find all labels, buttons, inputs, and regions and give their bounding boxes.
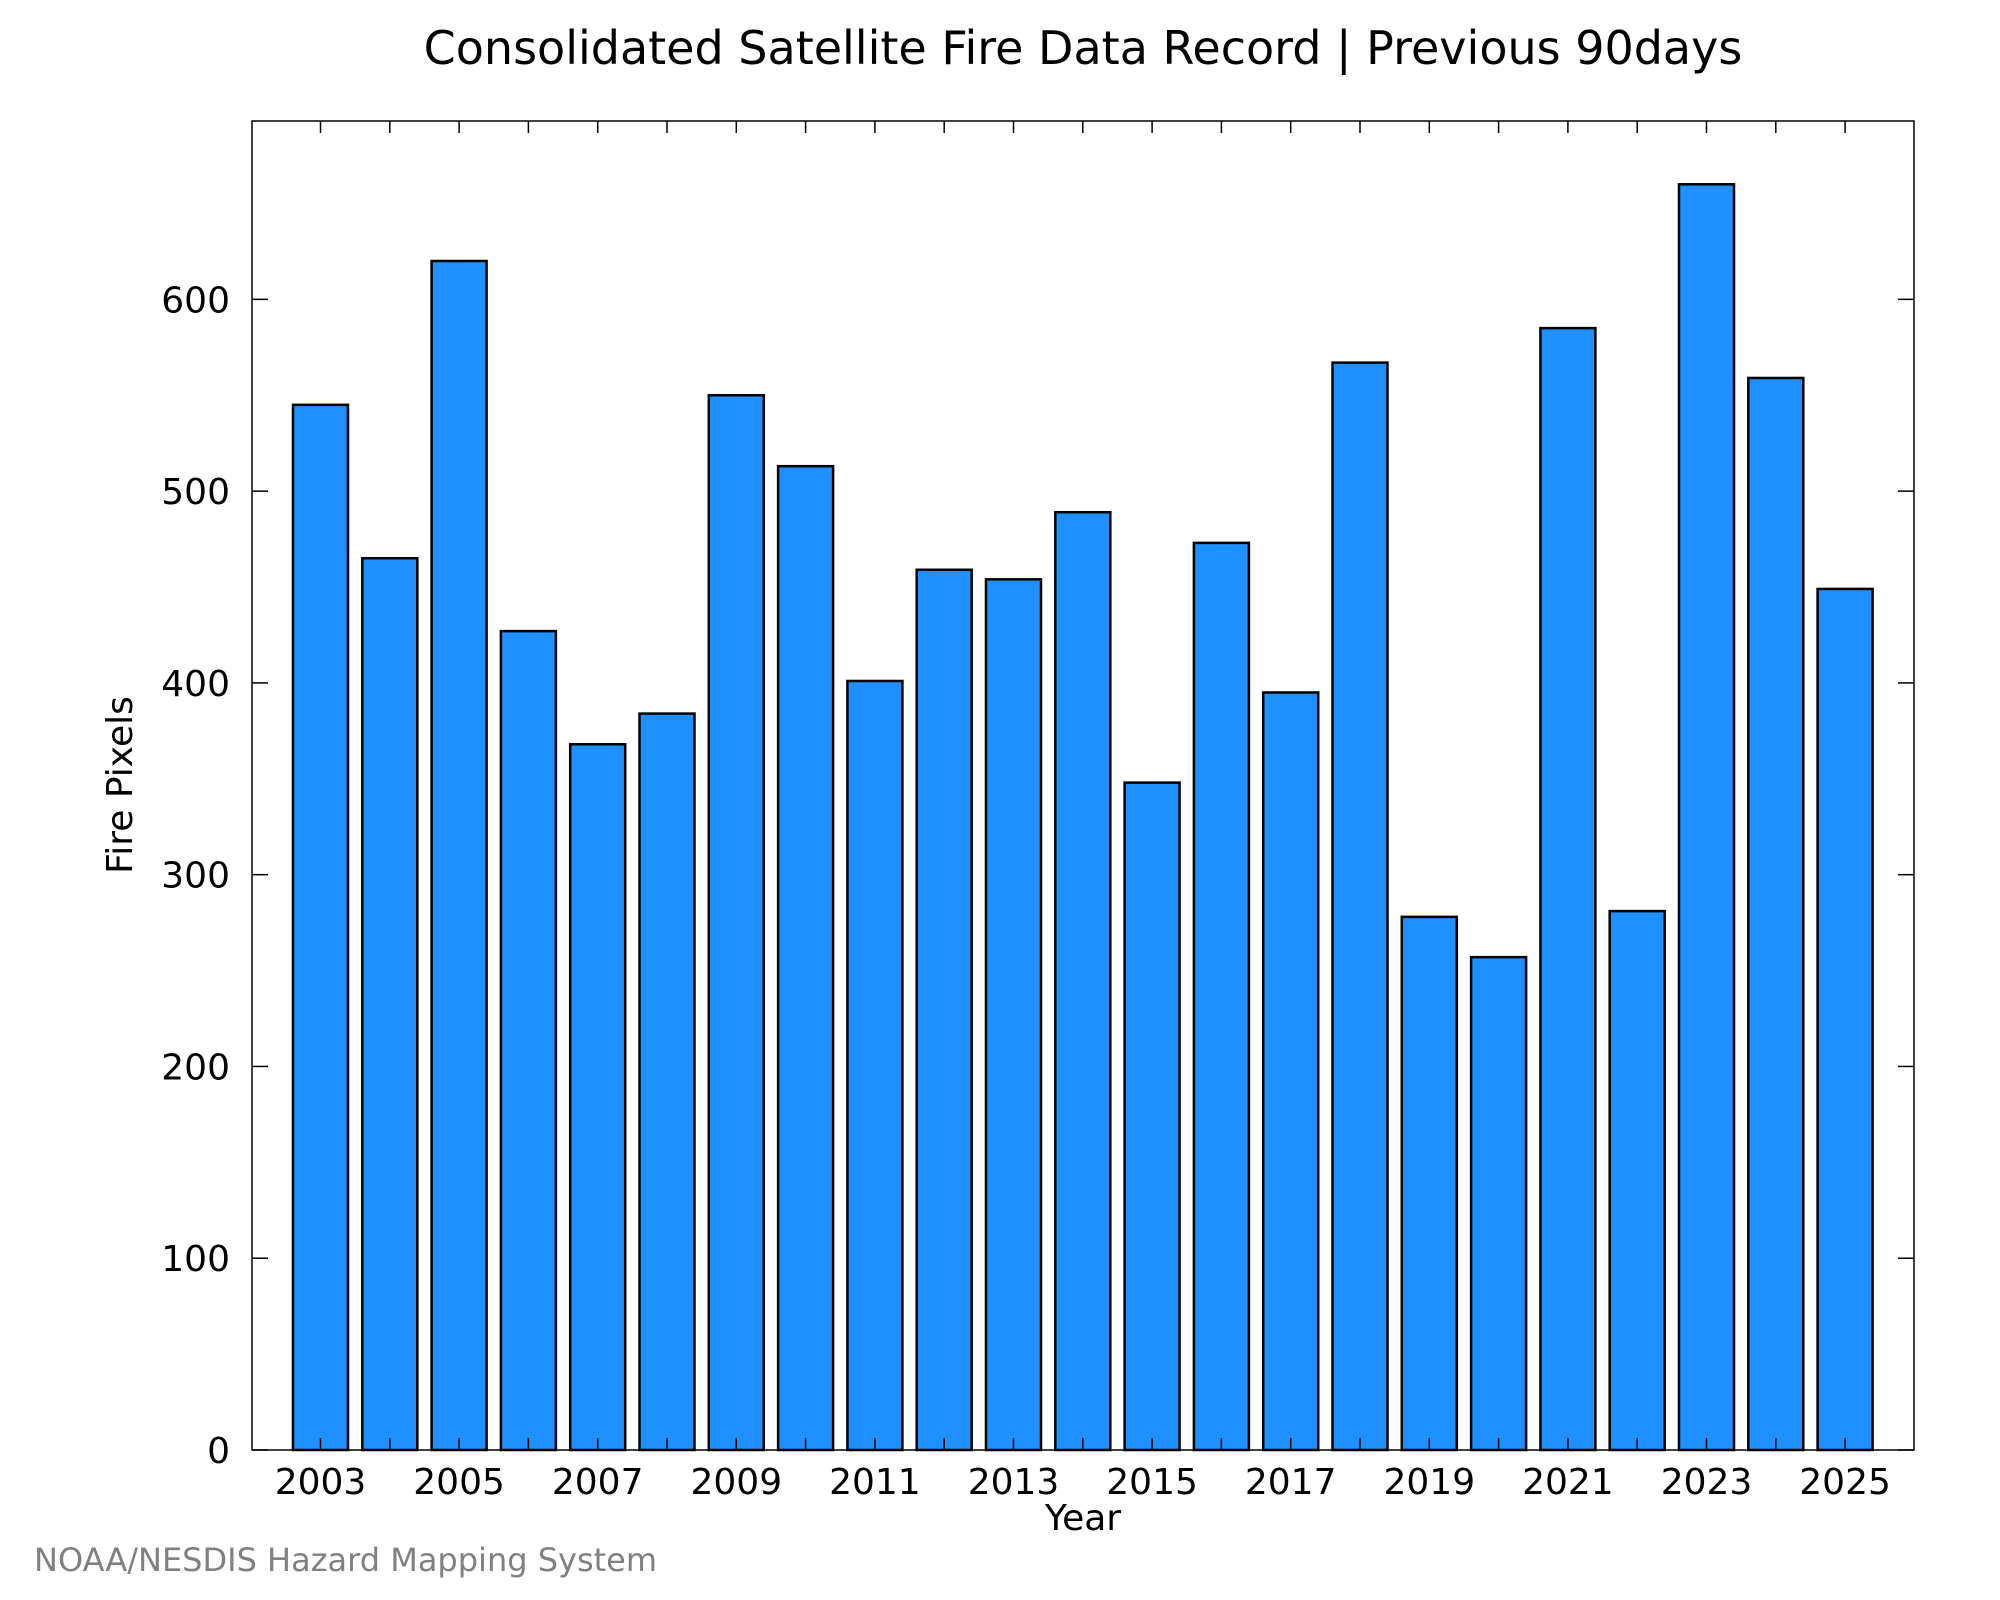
y-tick-label-200: 200 [161,1047,230,1088]
y-tick-label-300: 300 [161,856,230,897]
bar-2013 [984,578,1043,1452]
y-axis-label: Fire Pixels [100,696,141,874]
bar-2021 [1539,326,1597,1452]
y-tick-label-500: 500 [161,472,230,513]
bar-2015 [1123,781,1181,1452]
y-tick-label-400: 400 [161,664,230,705]
ticks-group: 0 100 200 300 400 500 600 2003 2005 2007 2009 2011 2… [161,121,1914,1503]
bar-2009 [707,393,766,1452]
chart-title: Consolidated Satellite Fire Data Record … [424,21,1743,76]
credit-text: NOAA/NESDIS Hazard Mapping System [34,1541,657,1579]
y-tick-label-0: 0 [207,1431,230,1472]
bar-2014 [1054,510,1112,1452]
bar-2011 [846,679,904,1452]
bar-2005 [430,259,488,1452]
bar-2020 [1469,955,1528,1452]
bar-2016 [1192,541,1251,1452]
bar-2007 [568,743,627,1452]
bar-2019 [1400,915,1459,1452]
bar-2017 [1261,691,1320,1452]
bar-2004 [361,557,419,1452]
bar-2022 [1608,909,1666,1452]
x-tick-label-2023: 2023 [1661,1462,1753,1503]
x-tick-label-2015: 2015 [1106,1462,1198,1503]
bar-2006 [499,629,558,1452]
x-tick-label-2019: 2019 [1383,1462,1475,1503]
bar-2010 [776,464,835,1452]
x-tick-label-2007: 2007 [552,1462,644,1503]
bar-2018 [1331,361,1389,1452]
bar-2012 [915,568,973,1452]
x-tick-label-2025: 2025 [1799,1462,1891,1503]
x-tick-label-2005: 2005 [413,1462,505,1503]
x-tick-label-2017: 2017 [1245,1462,1337,1503]
y-tick-label-600: 600 [161,280,230,321]
x-tick-label-2021: 2021 [1522,1462,1614,1503]
bar-2003 [291,403,350,1452]
x-tick-label-2009: 2009 [690,1462,782,1503]
x-tick-label-2003: 2003 [275,1462,367,1503]
y-tick-label-100: 100 [161,1239,230,1280]
x-tick-label-2011: 2011 [829,1462,921,1503]
bar-2008 [638,712,696,1452]
x-tick-label-2013: 2013 [968,1462,1060,1503]
bar-2024 [1747,376,1805,1452]
bar-2025 [1816,587,1874,1452]
bar-2023 [1677,183,1736,1452]
x-axis-label: Year [1044,1498,1121,1539]
bars-group [291,183,1874,1452]
